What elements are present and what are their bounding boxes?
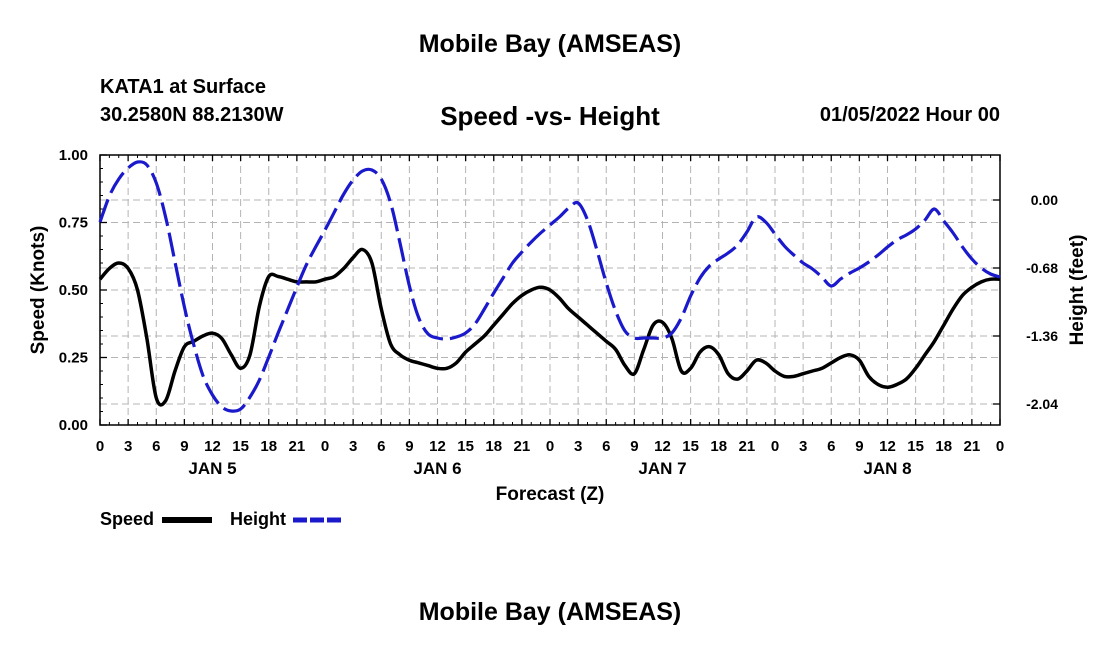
day-label: JAN 5: [188, 459, 236, 478]
y-tick-label: 0.00: [59, 417, 88, 434]
x-tick-label: 3: [124, 438, 132, 455]
y2-axis-title: Height (feet): [1067, 235, 1088, 346]
y-tick-label: 1.00: [59, 147, 88, 164]
chart-title: Speed -vs- Height: [440, 101, 660, 131]
forecast-datetime: 01/05/2022 Hour 00: [819, 104, 1000, 126]
x-tick-label: 15: [682, 438, 699, 455]
x-tick-label: 21: [514, 438, 531, 455]
page-title: Mobile Bay (AMSEAS): [418, 30, 682, 58]
x-tick-label: 3: [349, 438, 357, 455]
x-tick-label: 9: [405, 438, 413, 455]
x-tick-label: 18: [260, 438, 277, 455]
x-tick-label: 18: [485, 438, 502, 455]
x-tick-label: 0: [771, 438, 779, 455]
x-tick-label: 12: [429, 438, 446, 455]
legend-speed-swatch: [162, 517, 212, 523]
x-tick-label: 21: [289, 438, 306, 455]
x-tick-label: 0: [321, 438, 329, 455]
series-line-speed: [98, 247, 1001, 407]
day-label: JAN 8: [863, 459, 911, 478]
axis-labels: 0 3 6 9 12 15 18 21 0 3 6 9 12 15 18 21 0 3 6 9 12 15 18 21 0 3 6 9…: [28, 147, 1088, 505]
y2-tick-label: 0.00: [1031, 192, 1058, 208]
x-axis-title: Forecast (Z): [496, 484, 605, 505]
x-tick-label: 12: [879, 438, 896, 455]
page-title-repeat: Mobile Bay (AMSEAS): [418, 598, 682, 626]
axis-ticks: [99, 154, 1001, 426]
x-tick-label: 18: [710, 438, 727, 455]
x-tick-label: 21: [964, 438, 981, 455]
day-label: JAN 7: [638, 459, 686, 478]
x-tick-label: 21: [739, 438, 756, 455]
y-tick-label: 0.50: [59, 282, 88, 299]
x-tick-label: 6: [377, 438, 385, 455]
series-layer: [98, 160, 1001, 413]
y-tick-label: 0.25: [59, 350, 88, 367]
x-tick-label: 9: [630, 438, 638, 455]
x-tick-label: 0: [96, 438, 104, 455]
x-tick-label: 0: [546, 438, 554, 455]
x-tick-label: 12: [204, 438, 221, 455]
station-label: KATA1 at Surface: [100, 76, 266, 98]
y-axis-title: Speed (Knots): [28, 226, 49, 355]
y2-tick-label: -2.04: [1026, 396, 1058, 412]
x-tick-label: 15: [457, 438, 474, 455]
x-tick-label: 0: [996, 438, 1004, 455]
x-tick-label: 15: [232, 438, 249, 455]
series-line-height: [98, 160, 1001, 413]
legend-height-swatch: [293, 517, 341, 523]
x-tick-label: 9: [855, 438, 863, 455]
legend-height-label: Height: [230, 509, 286, 529]
legend-speed-label: Speed: [100, 509, 155, 529]
x-tick-label: 3: [574, 438, 582, 455]
x-tick-label: 12: [654, 438, 671, 455]
y-tick-label: 0.75: [59, 215, 88, 232]
x-tick-label: 15: [907, 438, 924, 455]
x-tick-label: 6: [827, 438, 835, 455]
x-tick-label: 3: [799, 438, 807, 455]
y2-tick-label: -0.68: [1026, 260, 1058, 276]
x-tick-label: 6: [602, 438, 610, 455]
y2-tick-label: -1.36: [1026, 328, 1058, 344]
x-tick-label: 18: [935, 438, 952, 455]
x-tick-label: 9: [180, 438, 188, 455]
day-label: JAN 6: [413, 459, 461, 478]
x-tick-label: 6: [152, 438, 160, 455]
station-coordinates: 30.2580N 88.2130W: [100, 104, 284, 126]
